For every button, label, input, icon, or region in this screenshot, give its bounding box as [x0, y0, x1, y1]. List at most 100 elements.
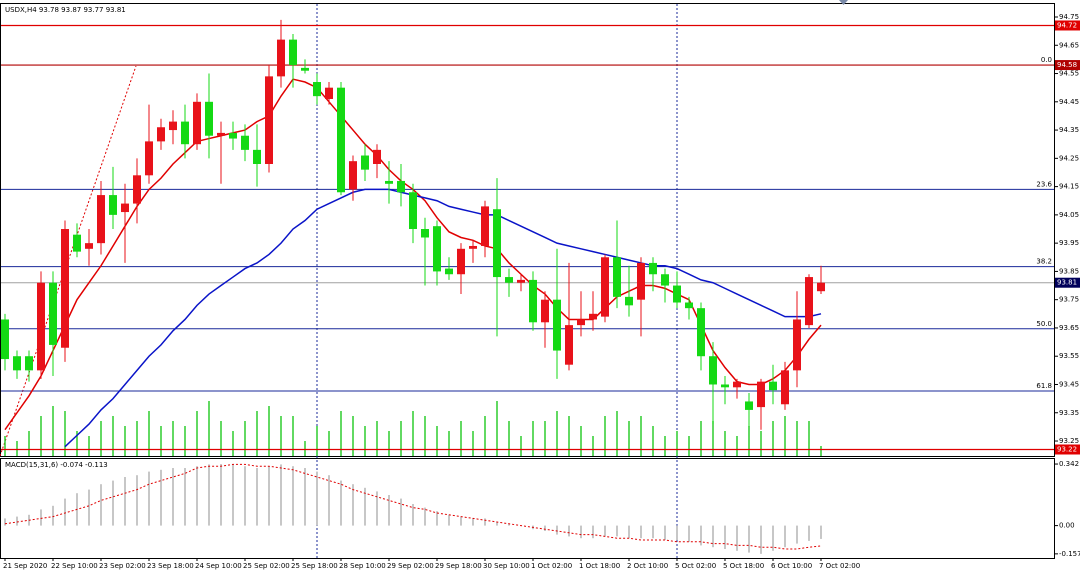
price-box — [1055, 277, 1080, 288]
y-tick-label: 94.65 — [1059, 41, 1079, 49]
candle-body — [625, 296, 633, 306]
candle-body — [445, 268, 453, 275]
candle-body — [685, 302, 693, 309]
y-tick-label: -0.157 — [1059, 550, 1080, 558]
candle-body — [409, 192, 417, 230]
candle-body — [97, 195, 105, 244]
candle-body — [253, 149, 261, 164]
candle-body — [25, 356, 33, 371]
candle-body — [325, 87, 333, 99]
candle-body — [373, 149, 381, 164]
candle-body — [781, 370, 789, 405]
level-label: 23.6 — [1036, 180, 1052, 188]
price-box-label: 94.72 — [1057, 21, 1077, 29]
y-tick-label: 94.75 — [1059, 13, 1079, 21]
plot-layer: 94.75 94.65 94.55 94.45 94.35 94.25 94.15 94.05… — [1, 13, 1080, 570]
y-tick-label: 94.05 — [1059, 211, 1079, 219]
x-tick-label: 23 Sep 02:00 — [99, 562, 146, 570]
candle-body — [505, 277, 513, 283]
y-tick-label: 93.85 — [1059, 267, 1079, 275]
price-box — [1055, 20, 1080, 31]
y-tick-label: 93.65 — [1059, 324, 1079, 332]
y-tick-label: 0.00 — [1059, 522, 1075, 530]
candle-body — [73, 234, 81, 252]
candle-body — [541, 299, 549, 323]
candle-body — [157, 127, 165, 142]
y-tick-label: 94.35 — [1059, 126, 1079, 134]
candle-body — [805, 277, 813, 326]
y-tick-label: 93.25 — [1059, 437, 1079, 445]
x-tick-label: 5 Oct 18:00 — [723, 562, 764, 570]
candle-body — [529, 279, 537, 323]
candle-body — [337, 87, 345, 193]
candle-body — [301, 67, 309, 71]
y-tick-label: 94.15 — [1059, 183, 1079, 191]
candle-body — [793, 319, 801, 371]
y-tick-label: 93.45 — [1059, 380, 1079, 388]
x-tick-label: 5 Oct 02:00 — [675, 562, 716, 570]
x-tick-label: 2 Oct 10:00 — [627, 562, 668, 570]
candle-body — [433, 226, 441, 272]
x-tick-label: 25 Sep 18:00 — [291, 562, 338, 570]
candle-body — [817, 282, 825, 292]
candle-body — [649, 262, 657, 275]
candle-body — [517, 279, 525, 283]
candle-body — [757, 381, 765, 408]
level-label: 50.0 — [1036, 320, 1052, 328]
x-tick-label: 1 Oct 18:00 — [579, 562, 620, 570]
y-tick-label: 93.35 — [1059, 409, 1079, 417]
candle-body — [313, 82, 321, 97]
candle-body — [241, 135, 249, 150]
candle-body — [193, 101, 201, 145]
candle-body — [565, 325, 573, 365]
x-tick-label: 1 Oct 02:00 — [531, 562, 572, 570]
x-tick-label: 24 Sep 10:00 — [195, 562, 242, 570]
y-tick-label: 0.342 — [1059, 460, 1079, 468]
candle-body — [61, 229, 69, 348]
level-label: 38.2 — [1036, 258, 1052, 266]
candle-body — [481, 206, 489, 246]
candle-body — [37, 282, 45, 371]
candle-body — [697, 308, 705, 357]
candle-body — [145, 141, 153, 176]
candle-body — [709, 356, 717, 385]
candle-body — [733, 381, 741, 388]
price-box — [1055, 60, 1080, 71]
candle-body — [121, 203, 129, 213]
candle-body — [265, 76, 273, 164]
candle-body — [769, 381, 777, 391]
candle-body — [721, 384, 729, 388]
candle-body — [457, 248, 465, 275]
candle-body — [493, 209, 501, 278]
candle-body — [577, 319, 585, 326]
candle-body — [397, 180, 405, 193]
y-tick-label: 94.45 — [1059, 98, 1079, 106]
candle-body — [385, 180, 393, 184]
price-box — [1055, 444, 1080, 455]
candle-body — [661, 274, 669, 286]
candle-body — [469, 245, 477, 249]
x-tick-label: 22 Sep 10:00 — [51, 562, 98, 570]
x-tick-label: 7 Oct 02:00 — [819, 562, 860, 570]
candle-body — [673, 285, 681, 303]
candle-body — [589, 313, 597, 320]
x-tick-label: 23 Sep 18:00 — [147, 562, 194, 570]
macd-title: MACD(15,31,6) -0.074 -0.113 — [5, 461, 108, 469]
candle-body — [229, 132, 237, 139]
candle-body — [181, 121, 189, 145]
price-panel-frame — [0, 3, 1055, 457]
candle-body — [13, 356, 21, 371]
candle-body — [169, 121, 177, 131]
candle-body — [85, 243, 93, 249]
candle-body — [421, 229, 429, 238]
y-tick-label: 93.75 — [1059, 296, 1079, 304]
y-tick-label: 93.55 — [1059, 352, 1079, 360]
y-tick-label: 93.95 — [1059, 239, 1079, 247]
candle-body — [361, 155, 369, 170]
x-tick-label: 6 Oct 10:00 — [771, 562, 812, 570]
candle-body — [289, 39, 297, 66]
candle-body — [277, 39, 285, 77]
chart-title: USDX,H4 93.78 93.87 93.77 93.81 — [5, 6, 126, 14]
